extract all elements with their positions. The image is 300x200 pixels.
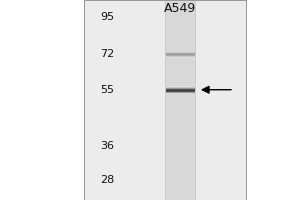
Text: 28: 28 [100, 175, 114, 185]
Text: 95: 95 [100, 12, 114, 22]
Text: 55: 55 [100, 85, 114, 95]
Text: 36: 36 [100, 141, 114, 151]
Bar [165, 0, 195, 200]
Text: 72: 72 [100, 49, 114, 59]
Bar [84, 0, 246, 200]
Text: A549: A549 [164, 2, 196, 15]
